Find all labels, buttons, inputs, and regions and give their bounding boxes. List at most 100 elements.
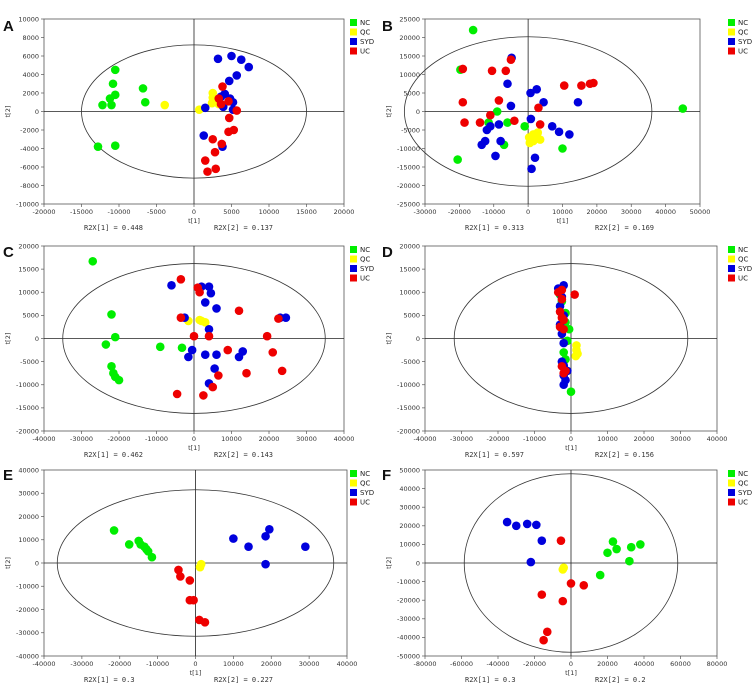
data-point-uc — [208, 382, 218, 392]
y-tick-label: -10000 — [397, 381, 420, 389]
y-tick-label: 4000 — [22, 71, 39, 79]
y-tick-label: -15000 — [16, 404, 39, 412]
hotelling-ellipse — [463, 473, 679, 653]
y-tick-label: 0 — [416, 108, 420, 116]
data-point-qc — [200, 318, 210, 327]
data-point-syd — [187, 345, 197, 355]
legend-label-syd: SYD — [738, 265, 752, 273]
legend-label-nc: NC — [360, 19, 370, 27]
r2x-2-annotation: R2X[2] = 0.169 — [595, 224, 654, 232]
data-point-syd — [224, 76, 234, 86]
y-tick-label: -10000 — [397, 145, 420, 153]
x-tick-label: 0 — [192, 208, 196, 216]
y-tick-label: -15000 — [397, 404, 420, 412]
y-tick-label: -30000 — [397, 615, 420, 623]
legend-swatch-uc — [350, 274, 357, 282]
y-tick-label: -20000 — [397, 427, 420, 435]
x-tick-label: -15000 — [70, 208, 93, 216]
panel-letter: C — [3, 244, 14, 261]
data-point-uc — [242, 368, 251, 378]
data-point-nc — [603, 548, 612, 558]
data-point-uc — [494, 96, 504, 105]
data-point-syd — [265, 524, 274, 534]
x-tick-label: 0 — [526, 208, 530, 216]
y-tick-label: 20000 — [18, 242, 39, 250]
data-point-syd — [212, 350, 221, 359]
y-tick-label: 15000 — [18, 265, 39, 273]
legend-label-uc: UC — [738, 499, 748, 507]
panel-letter: E — [3, 467, 13, 484]
data-point-syd — [511, 521, 521, 531]
data-point-nc — [107, 310, 116, 319]
data-point-uc — [556, 536, 566, 545]
y-tick-label: -40000 — [16, 652, 39, 660]
data-point-nc — [101, 340, 111, 349]
data-point-syd — [532, 85, 542, 94]
legend-label-uc: UC — [738, 275, 748, 283]
legend-label-syd: SYD — [360, 38, 374, 46]
data-point-syd — [526, 114, 536, 124]
y-axis-label: t[2] — [4, 557, 12, 569]
data-point-uc — [570, 290, 579, 299]
y-tick-label: -10000 — [16, 200, 39, 208]
legend-swatch-uc — [728, 498, 735, 506]
r2x-1-annotation: R2X[1] = 0.597 — [465, 451, 524, 459]
x-tick-label: 20000 — [587, 208, 608, 216]
y-tick-label: -40000 — [397, 634, 420, 642]
y-tick-label: 30000 — [18, 490, 39, 498]
data-point-nc — [492, 107, 502, 116]
series-syd — [167, 281, 291, 388]
y-tick-label: -10000 — [16, 583, 39, 591]
y-tick-label: -10000 — [397, 578, 420, 586]
legend-swatch-qc — [728, 28, 735, 36]
r2x-1-annotation: R2X[1] = 0.3 — [84, 676, 135, 684]
r2x-2-annotation: R2X[2] = 0.143 — [214, 451, 273, 459]
y-tick-label: 10000 — [18, 289, 39, 297]
legend-swatch-qc — [350, 255, 357, 263]
data-point-syd — [527, 164, 536, 174]
x-tick-label: 10000 — [552, 208, 573, 216]
y-tick-label: 40000 — [399, 485, 420, 493]
x-tick-label: 80000 — [707, 660, 728, 668]
data-point-syd — [210, 364, 219, 373]
legend-label-syd: SYD — [360, 489, 374, 497]
x-tick-label: -20000 — [448, 208, 471, 216]
hotelling-ellipse — [56, 489, 335, 637]
x-tick-label: -20000 — [486, 435, 509, 443]
x-tick-label: -5000 — [147, 208, 166, 216]
data-point-syd — [213, 54, 223, 64]
panel-e: E -40000 -30000 -20000 -10000 0 10000 20000 3000… — [3, 466, 374, 684]
series-nc — [93, 65, 150, 151]
y-tick-label: -20000 — [397, 597, 420, 605]
y-tick-label: 10000 — [399, 289, 420, 297]
data-point-nc — [612, 544, 621, 554]
data-point-qc — [525, 138, 535, 148]
x-tick-label: 10000 — [221, 435, 242, 443]
y-tick-label: -30000 — [16, 629, 39, 637]
data-point-nc — [625, 556, 634, 566]
panel-letter: B — [382, 18, 393, 35]
legend-label-uc: UC — [360, 48, 370, 56]
data-point-uc — [535, 120, 545, 129]
legend-swatch-qc — [350, 28, 357, 36]
data-point-syd — [238, 347, 248, 356]
series-nc — [109, 526, 157, 562]
x-tick-label: 10000 — [259, 208, 280, 216]
y-tick-label: 20000 — [399, 34, 420, 42]
data-point-uc — [501, 66, 511, 76]
x-axis-label: t[1] — [565, 444, 577, 452]
data-point-uc — [218, 82, 227, 91]
data-point-nc — [108, 79, 118, 89]
y-tick-label: -6000 — [20, 163, 39, 171]
data-point-syd — [477, 140, 487, 150]
panel-letter: A — [3, 18, 14, 35]
r2x-1-annotation: R2X[1] = 0.448 — [84, 224, 143, 232]
series-syd — [502, 517, 547, 567]
data-point-syd — [502, 517, 512, 527]
y-tick-label: -25000 — [397, 200, 420, 208]
data-point-uc — [558, 596, 568, 606]
legend-label-syd: SYD — [360, 265, 374, 273]
